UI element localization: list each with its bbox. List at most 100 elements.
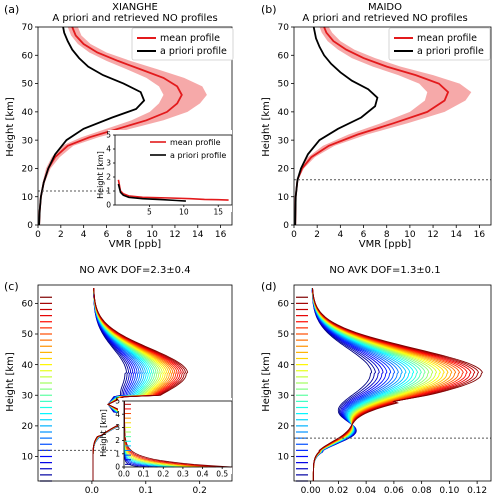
panel-c-ytick-label: 50	[22, 330, 34, 340]
panel-c-xtick-label: 0.1	[139, 486, 153, 496]
panel-a-legend-box	[131, 27, 234, 61]
panel-a-xtick-label: 0	[35, 230, 41, 240]
panel-a-ytick-label: 20	[22, 165, 34, 175]
panel-a-inset: 5 10 15 0 1 2 3 4 5 Height [km] mean profile a p…	[96, 130, 233, 217]
panel-a-ytick-label: 10	[22, 193, 34, 203]
panel-a-ytick-label: 30	[22, 136, 34, 146]
panel-b-ytick-label: 40	[278, 108, 290, 118]
panel-b-legend-mean-label: mean profile	[417, 33, 477, 44]
panel-c-ytick-label: 10	[22, 453, 34, 463]
panel-d-xtick-label: 0.08	[412, 486, 432, 496]
panel-a-inset-legend: mean profile a priori profile	[150, 138, 226, 160]
panel-d-ytick-label: 40	[278, 361, 290, 371]
inset-apriori-line	[117, 183, 186, 202]
panel-a-ytick-label: 50	[22, 80, 34, 90]
panel-d-xtick-label: 0.06	[384, 486, 404, 496]
panel-a-xtick-label: 16	[215, 230, 227, 240]
mean-profile-band	[38, 27, 207, 225]
panel-b-xtick-label: 2	[314, 230, 320, 240]
inset-xtick-label: 10	[179, 208, 189, 217]
inset-frame	[114, 134, 233, 206]
inset-c-xtick-label: 0.4	[197, 470, 209, 479]
panel-b-ylabel: Height [km]	[261, 97, 272, 157]
panel-a-legend-apriori-label: a priori profile	[160, 46, 227, 57]
panel-c-inset-ylabel: Height [km]	[99, 409, 108, 457]
panel-d-plot-area: 0.00 0.02 0.04 0.06 0.08 0.10 0.12 10 20 30 40 50 60	[278, 284, 492, 496]
inset-c-xtick-label: 0.1	[138, 470, 150, 479]
panel-a-xtick-label: 8	[126, 230, 132, 240]
panel-b-xlabel: VMR [ppb]	[359, 239, 412, 250]
panel-d-title: NO AVK DOF=1.3±0.1	[329, 265, 440, 276]
inset-c-ytick-label: 2	[115, 436, 120, 445]
panel-b-ytick-label: 70	[278, 23, 290, 33]
panel-a-ytick-label: 40	[22, 108, 34, 118]
panel-d-xtick-label: 0.04	[356, 486, 376, 496]
panel-a-letter: (a)	[4, 3, 19, 16]
avk-curve	[311, 288, 407, 481]
inset-c-xtick-label: 0.0	[118, 470, 130, 479]
panel-b-xtick-label: 6	[361, 230, 367, 240]
panel-c-xtick-label: 0.0	[85, 486, 100, 496]
inset-c-xtick-label: 0.5	[216, 470, 228, 479]
avk-curve	[312, 288, 483, 481]
panel-d-letter: (d)	[261, 280, 277, 293]
panel-c: (c) NO AVK DOF=2.3±0.4 0.0 0.1 0.210203040…	[4, 265, 233, 496]
panel-d-xtick-label: 0.10	[439, 486, 459, 496]
panel-b-xtick-label: 14	[451, 230, 463, 240]
panel-a-xtick-label: 10	[146, 230, 158, 240]
panel-b-ytick-label: 20	[278, 165, 290, 175]
panel-b-ytick-label: 10	[278, 193, 290, 203]
panel-a-ytick-label: 0	[27, 221, 33, 231]
apriori-profile-line	[294, 26, 379, 226]
avk-curve	[92, 288, 189, 481]
panel-d-xtick-label: 0.02	[328, 486, 348, 496]
panel-b-xtick-label: 4	[337, 230, 343, 240]
panel-a-xtick-label: 4	[81, 230, 87, 240]
panel-d-ylabel: Height [km]	[261, 352, 272, 412]
panel-c-xtick-label: 0.2	[193, 486, 207, 496]
panel-a-xlabel: VMR [ppb]	[109, 239, 162, 250]
panel-d-ytick-label: 20	[278, 422, 290, 432]
panel-b-xtick-label: 8	[384, 230, 390, 240]
panel-b-xtick-label: 16	[474, 230, 486, 240]
inset-xtick-label: 15	[213, 208, 223, 217]
avk-curve	[312, 288, 472, 481]
panel-d-xtick-label: 0.12	[467, 486, 487, 496]
panel-c-title: NO AVK DOF=2.3±0.4	[79, 265, 190, 276]
inset-ytick-label: 3	[106, 159, 111, 168]
panel-b-legend: mean profile a priori profile	[388, 27, 491, 61]
panel-b-ytick-label: 60	[278, 51, 290, 61]
panel-b-ytick-label: 0	[283, 221, 289, 231]
panel-a-legend-mean-label: mean profile	[160, 33, 220, 44]
panel-c-ytick-label: 30	[22, 391, 34, 401]
inset-ytick-label: 4	[106, 145, 111, 154]
panel-b-xtick-label: 12	[427, 230, 438, 240]
panel-d-ytick-label: 30	[278, 391, 290, 401]
panel-a-xtick-label: 14	[192, 230, 204, 240]
inset-mean-line	[117, 179, 229, 201]
inset-c-xtick-label: 0.2	[157, 470, 169, 479]
panel-a-xtick-label: 2	[58, 230, 64, 240]
panel-b-ytick-label: 50	[278, 80, 290, 90]
panel-a-inset-legend-apriori-label: a priori profile	[170, 151, 226, 160]
panel-d: (d) NO AVK DOF=1.3±0.1 0.00 0.02 0.04 0.06 0…	[261, 265, 492, 496]
panel-a-title: XIANGHE	[112, 2, 158, 13]
panel-a-ytick-label: 70	[22, 23, 34, 33]
panel-a-subtitle: A priori and retrieved NO profiles	[52, 13, 217, 24]
panel-b-legend-box	[388, 27, 491, 61]
avk-curve	[312, 288, 480, 481]
avk-curve	[311, 288, 422, 481]
panel-a-ytick-label: 60	[22, 51, 34, 61]
inset-c-ytick-label: 5	[115, 397, 120, 406]
inset-c-xtick-label: 0.3	[177, 470, 189, 479]
panel-c-inset: 0.0 0.1 0.2 0.3 0.4 0.5 0 1 2 3 4 5 Height [km]	[99, 397, 233, 479]
panel-c-ylabel: Height [km]	[5, 352, 16, 412]
inset-c-ytick-label: 0	[115, 463, 120, 472]
panel-c-ytick-label: 40	[22, 361, 34, 371]
panel-c-ytick-label: 60	[22, 300, 34, 310]
panel-a-inset-ylabel: Height [km]	[96, 151, 105, 199]
panel-c-frame	[37, 284, 233, 482]
panel-b-letter: (b)	[261, 3, 277, 16]
panel-d-frame	[293, 284, 492, 482]
